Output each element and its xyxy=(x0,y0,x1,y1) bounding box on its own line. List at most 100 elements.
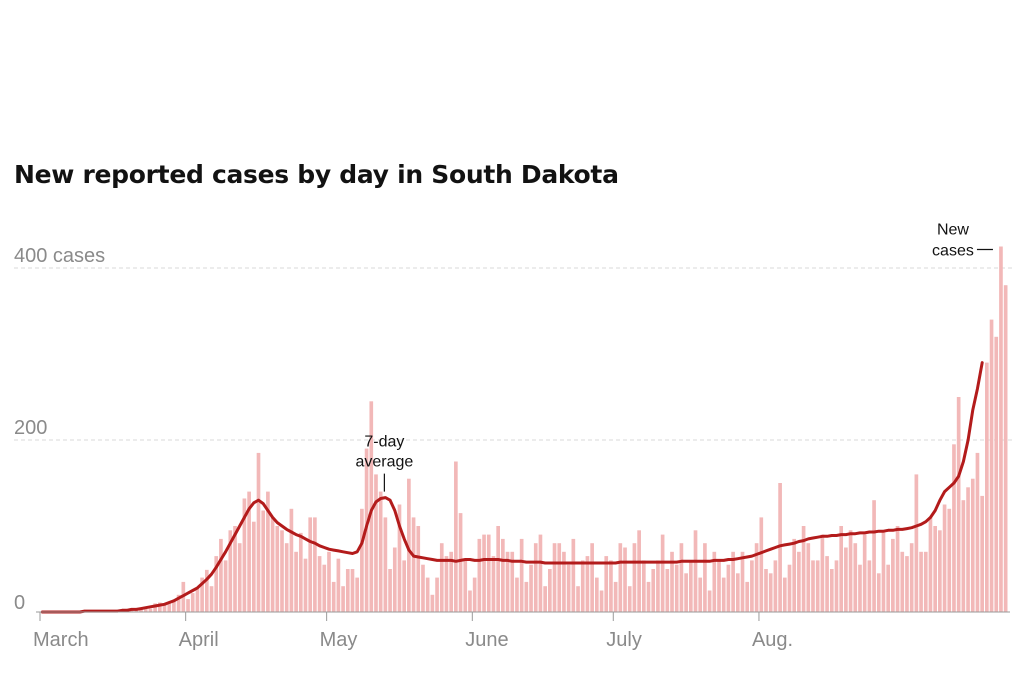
bar xyxy=(242,498,247,612)
bar xyxy=(646,581,651,612)
bar xyxy=(754,543,759,612)
bar xyxy=(533,543,538,612)
bar xyxy=(505,551,510,612)
bar xyxy=(740,551,745,612)
bar xyxy=(961,500,966,612)
bar xyxy=(726,564,731,612)
bar xyxy=(463,560,468,612)
bar xyxy=(397,504,402,612)
bar xyxy=(750,560,754,612)
bar xyxy=(707,590,712,612)
average-line-series xyxy=(40,361,984,614)
bar xyxy=(228,530,233,612)
bar xyxy=(219,538,223,612)
bar xyxy=(632,543,637,612)
bar xyxy=(313,517,317,612)
bar xyxy=(496,526,500,612)
bar xyxy=(787,564,792,612)
bar xyxy=(256,452,261,612)
bar xyxy=(223,560,228,612)
bar xyxy=(580,560,585,612)
bar xyxy=(698,577,703,612)
bar xyxy=(688,560,693,612)
bar xyxy=(477,538,482,612)
bar xyxy=(298,532,303,612)
bar xyxy=(900,551,905,612)
bar xyxy=(331,581,336,612)
bar xyxy=(416,526,421,612)
bar xyxy=(468,590,472,612)
average-label: average xyxy=(355,454,413,471)
bar xyxy=(435,577,439,612)
bar xyxy=(773,560,778,612)
bar xyxy=(919,551,923,612)
bar xyxy=(764,569,768,612)
bar xyxy=(674,564,679,612)
bar xyxy=(360,508,364,612)
bar xyxy=(641,560,646,612)
bar xyxy=(148,608,153,612)
bar xyxy=(1003,285,1008,612)
bar xyxy=(538,534,543,612)
bar xyxy=(134,610,139,612)
x-axis: March April May June July Aug. xyxy=(33,611,1010,651)
bar xyxy=(308,517,313,612)
bar xyxy=(891,538,895,612)
bar xyxy=(881,530,886,612)
bar xyxy=(745,581,750,612)
bar xyxy=(712,551,717,612)
chart-title: New reported cases by day in South Dakot… xyxy=(14,160,619,189)
bar xyxy=(947,508,952,612)
bar xyxy=(679,543,684,612)
average-line xyxy=(40,361,984,614)
bar xyxy=(421,564,425,612)
bar xyxy=(449,551,453,612)
bar xyxy=(275,526,280,612)
annotations: New cases 7-day average xyxy=(355,222,993,492)
bar xyxy=(665,569,670,612)
bar xyxy=(392,547,397,612)
bar xyxy=(486,534,491,612)
average-label: 7-day xyxy=(364,434,404,451)
bar xyxy=(482,534,486,612)
bar xyxy=(886,564,891,612)
bar xyxy=(618,543,623,612)
bar xyxy=(524,581,529,612)
bar xyxy=(515,577,519,612)
bar xyxy=(261,510,266,612)
bar xyxy=(214,556,219,612)
bar xyxy=(585,556,590,612)
bar xyxy=(613,581,618,612)
bar xyxy=(176,594,181,612)
bar xyxy=(374,474,378,612)
bar xyxy=(369,401,374,612)
bar xyxy=(571,538,576,612)
bar xyxy=(289,508,294,612)
x-tick-label: July xyxy=(606,629,642,651)
bar xyxy=(656,560,660,612)
bar xyxy=(280,530,284,612)
bar xyxy=(980,495,984,612)
bar xyxy=(336,558,341,612)
bar xyxy=(195,587,200,612)
bar xyxy=(425,577,430,612)
bar xyxy=(952,444,956,612)
bar xyxy=(402,560,407,612)
bar xyxy=(590,543,594,612)
bar xyxy=(627,586,632,612)
bar xyxy=(407,478,411,612)
bar xyxy=(609,560,613,612)
bar xyxy=(806,543,811,612)
bar xyxy=(200,577,204,612)
bar xyxy=(543,586,547,612)
bar xyxy=(510,551,515,612)
bar xyxy=(204,569,209,612)
bar xyxy=(778,483,782,612)
bar xyxy=(444,556,449,612)
y-axis-labels: 0 200 400 cases xyxy=(14,245,105,614)
bar xyxy=(172,599,176,612)
bar xyxy=(928,517,933,612)
bar xyxy=(844,547,848,612)
bar xyxy=(378,491,383,612)
bar xyxy=(782,577,787,612)
